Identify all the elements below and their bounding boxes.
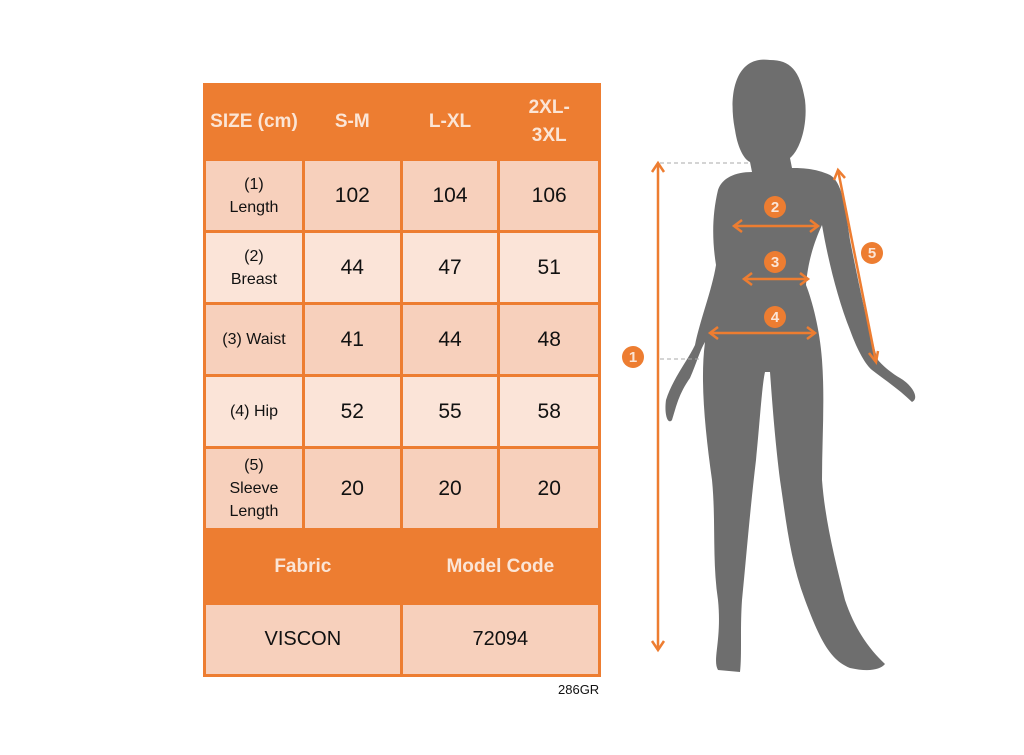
row-label: (2) Breast (203, 230, 305, 305)
marker-badges: 1 2 3 4 5 (622, 196, 883, 368)
row-label: (3) Waist (203, 302, 305, 377)
cell: 44 (399, 302, 501, 377)
marker-3: 3 (771, 254, 779, 271)
header-2xl-3xl: 2XL-3XL (497, 83, 601, 161)
table-row: (3) Waist 41 44 48 (203, 302, 601, 377)
female-silhouette (665, 59, 916, 672)
header-row: SIZE (cm) S-M L-XL 2XL-3XL (203, 83, 601, 161)
model-code-label: Model Code (399, 528, 602, 605)
cell: 52 (301, 374, 403, 449)
cell: 58 (497, 374, 601, 449)
cell: 48 (497, 302, 601, 377)
cell: 20 (497, 446, 601, 531)
table-row: (1) Length 102 104 106 (203, 158, 601, 233)
table-row: (4) Hip 52 55 58 (203, 374, 601, 449)
fabric-value: VISCON (203, 602, 403, 677)
cell: 55 (399, 374, 501, 449)
table-row: (2) Breast 44 47 51 (203, 230, 601, 305)
cell: 20 (399, 446, 501, 531)
marker-1: 1 (629, 349, 637, 366)
row-label: (4) Hip (203, 374, 305, 449)
cell: 47 (399, 230, 501, 305)
marker-2: 2 (771, 199, 779, 216)
cell: 20 (301, 446, 403, 531)
marker-4: 4 (771, 309, 780, 326)
row-label: (1) Length (203, 158, 305, 233)
fabric-value-row: VISCON 72094 (203, 602, 602, 677)
measurement-lines (650, 160, 880, 653)
header-size: SIZE (cm) (203, 83, 305, 161)
cell: 104 (399, 158, 501, 233)
marker-5: 5 (868, 245, 876, 262)
cell: 44 (301, 230, 403, 305)
guide-lines (660, 162, 748, 360)
header-l-xl: L-XL (399, 83, 501, 161)
product-code: 286GR (558, 682, 600, 697)
row-label: (5) Sleeve Length (203, 446, 305, 531)
fabric-header-row: Fabric Model Code (203, 528, 602, 605)
body-measurement-figure: 1 2 3 4 5 (622, 59, 916, 672)
fabric-label: Fabric (203, 528, 403, 605)
cell: 51 (497, 230, 601, 305)
size-chart-table: SIZE (cm) S-M L-XL 2XL-3XL (1) Length 10… (203, 83, 602, 677)
header-s-m: S-M (301, 83, 403, 161)
table-row: (5) Sleeve Length 20 20 20 (203, 446, 601, 531)
cell: 102 (301, 158, 403, 233)
cell: 41 (301, 302, 403, 377)
cell: 106 (497, 158, 601, 233)
model-code-value: 72094 (399, 602, 602, 677)
sleeve-line (836, 169, 878, 363)
